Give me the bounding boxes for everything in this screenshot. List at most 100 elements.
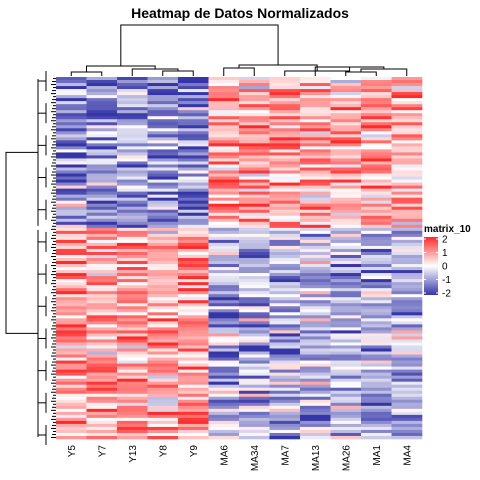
heatmap-cell	[300, 92, 331, 96]
heatmap-cell	[269, 209, 301, 214]
heatmap-cell	[86, 212, 118, 217]
heatmap-cell	[56, 215, 87, 220]
heatmap-cell	[117, 339, 148, 343]
heatmap-cell	[56, 230, 87, 235]
heatmap-cell	[300, 282, 331, 286]
heatmap-cell	[86, 92, 118, 96]
heatmap-cell	[56, 128, 87, 132]
heatmap-cell	[56, 375, 87, 379]
heatmap-cell	[208, 420, 240, 425]
heatmap-cell	[361, 291, 392, 295]
heatmap-cell	[391, 233, 423, 238]
heatmap-cell	[300, 336, 331, 340]
heatmap-cell	[269, 248, 301, 253]
heatmap-cell	[269, 194, 301, 198]
heatmap-cell	[86, 80, 118, 84]
heatmap-cell	[300, 258, 331, 262]
heatmap-cell	[361, 309, 392, 313]
heatmap-cell	[178, 390, 209, 395]
heatmap-cell	[178, 327, 209, 331]
heatmap-cell	[330, 125, 362, 129]
heatmap-cell	[56, 312, 87, 316]
heatmap-cell	[239, 390, 270, 395]
heatmap-cell	[269, 203, 301, 208]
heatmap-cell	[147, 408, 179, 413]
heatmap-cell	[117, 384, 148, 389]
heatmap-cell	[300, 134, 331, 138]
heatmap-cell	[330, 254, 362, 259]
heatmap-cell	[391, 176, 423, 180]
heatmap-cell	[147, 360, 179, 364]
heatmap-cell	[147, 267, 179, 271]
heatmap-cell	[208, 309, 240, 313]
heatmap-cell	[269, 297, 301, 301]
heatmap-cell	[208, 333, 240, 337]
heatmap-cells	[56, 77, 423, 440]
heatmap-cell	[361, 116, 392, 120]
heatmap-cell	[239, 381, 270, 385]
heatmap-cell	[239, 107, 270, 111]
heatmap-cell	[361, 251, 392, 256]
heatmap-cell	[239, 321, 270, 325]
heatmap-cell	[239, 396, 270, 401]
heatmap-cell	[117, 176, 148, 180]
heatmap-cell	[269, 333, 301, 337]
heatmap-cell	[117, 291, 148, 295]
heatmap-cell	[391, 125, 423, 129]
heatmap-cell	[86, 423, 118, 428]
heatmap-cell	[391, 215, 423, 220]
heatmap-cell	[300, 405, 331, 410]
heatmap-cell	[269, 113, 301, 117]
heatmap-cell	[208, 152, 240, 156]
heatmap-cell	[391, 369, 423, 373]
heatmap-cell	[269, 128, 301, 132]
heatmap-cell	[117, 369, 148, 373]
heatmap-cell	[147, 366, 179, 370]
heatmap-cell	[208, 411, 240, 416]
heatmap-cell	[117, 414, 148, 419]
heatmap-cell	[178, 164, 209, 168]
heatmap-cell	[117, 200, 148, 204]
heatmap-cell	[147, 80, 179, 84]
heatmap-cell	[330, 242, 362, 247]
heatmap-cell	[147, 89, 179, 93]
heatmap-cell	[56, 119, 87, 123]
heatmap-cell	[361, 402, 392, 407]
heatmap-cell	[208, 203, 240, 208]
heatmap-cell	[86, 291, 118, 295]
heatmap-cell	[117, 429, 148, 434]
heatmap-cell	[239, 86, 270, 90]
heatmap-cell	[208, 98, 240, 102]
heatmap-cell	[391, 333, 423, 337]
heatmap-cell	[208, 435, 240, 440]
heatmap-cell	[208, 264, 240, 268]
heatmap-cell	[117, 125, 148, 129]
heatmap-cell	[269, 221, 301, 226]
heatmap-cell	[269, 294, 301, 298]
heatmap-cell	[239, 167, 270, 171]
heatmap-cell	[391, 188, 423, 192]
heatmap-cell	[56, 405, 87, 410]
heatmap-cell	[239, 357, 270, 361]
heatmap-cell	[117, 185, 148, 189]
heatmap-cell	[147, 116, 179, 120]
heatmap-cell	[269, 372, 301, 376]
heatmap-cell	[208, 119, 240, 123]
heatmap-cell	[147, 146, 179, 150]
heatmap-cell	[300, 378, 331, 382]
heatmap-cell	[239, 309, 270, 313]
heatmap-cell	[56, 149, 87, 153]
heatmap-cell	[330, 369, 362, 373]
heatmap-cell	[300, 420, 331, 425]
heatmap-cell	[269, 191, 301, 195]
heatmap-cell	[86, 432, 118, 437]
heatmap-cell	[269, 95, 301, 99]
heatmap-cell	[391, 357, 423, 361]
heatmap-cell	[117, 303, 148, 307]
heatmap-cell	[330, 221, 362, 226]
heatmap-cell	[56, 411, 87, 416]
heatmap-cell	[117, 113, 148, 117]
heatmap-cell	[330, 297, 362, 301]
heatmap-cell	[208, 155, 240, 159]
heatmap-cell	[147, 104, 179, 108]
